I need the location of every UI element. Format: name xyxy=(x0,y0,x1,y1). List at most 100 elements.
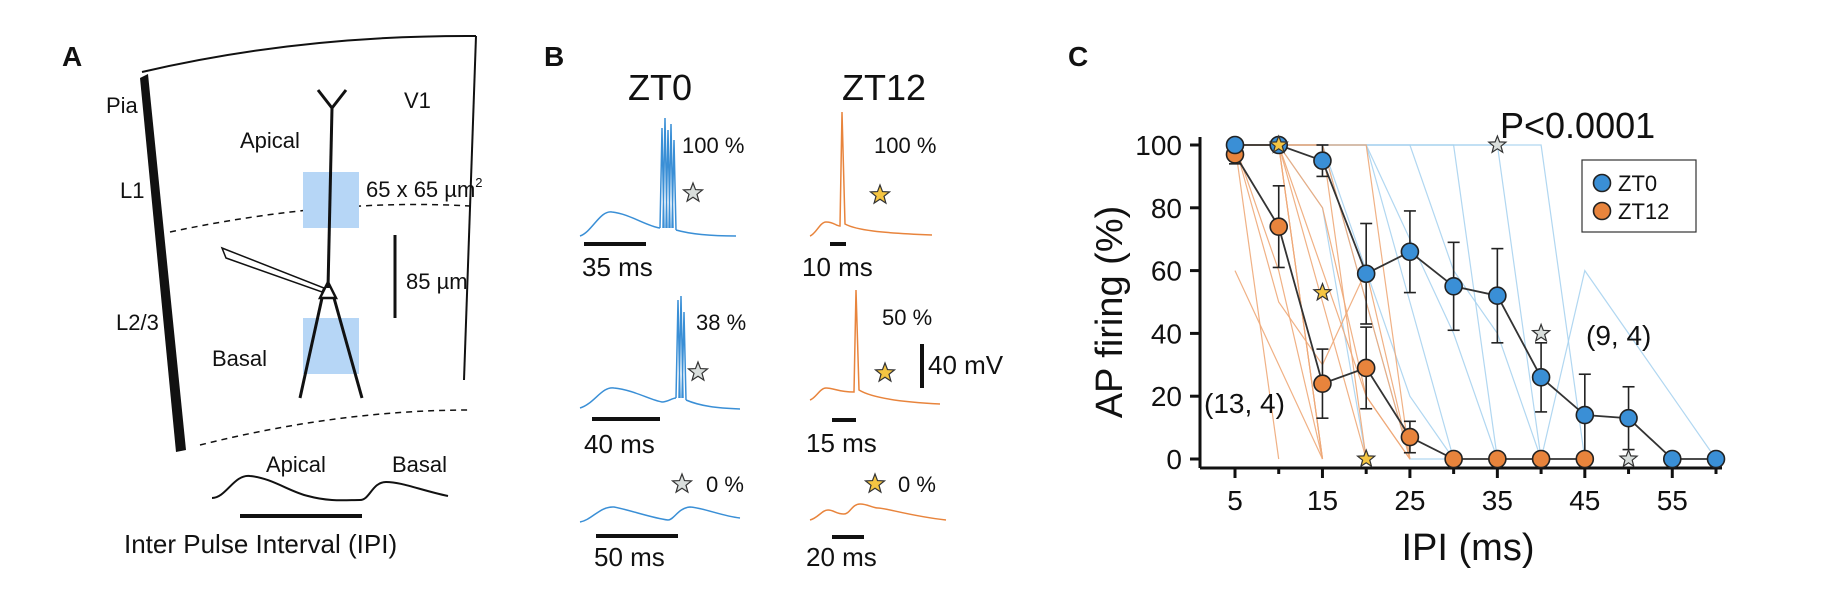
x-tick-label: 55 xyxy=(1657,485,1688,516)
significance-star xyxy=(1487,134,1508,154)
zt0-pct-2: 38 % xyxy=(696,310,746,335)
basal-label: Basal xyxy=(212,346,267,371)
panel-b-stars xyxy=(670,181,897,494)
significance-star xyxy=(1530,322,1552,343)
ipi-schematic-trace xyxy=(211,474,449,502)
x-axis-title: IPI (ms) xyxy=(1402,527,1535,569)
data-point-ZT0 xyxy=(1662,449,1682,469)
zt12-cell-trace xyxy=(1234,144,1324,460)
y-axis-title: AP firing (%) xyxy=(1089,206,1131,419)
pia-surface-bar xyxy=(140,74,186,452)
p-value: P<0.0001 xyxy=(1500,105,1655,146)
zt12-cell-trace xyxy=(1234,270,1324,460)
zt0-scale-2: 40 ms xyxy=(584,429,655,459)
data-point-ZT0 xyxy=(1400,242,1420,262)
pyramidal-neuron xyxy=(298,89,364,399)
region-v1: V1 xyxy=(404,88,431,113)
data-point-ZT0 xyxy=(1356,264,1376,284)
significance-star xyxy=(1618,448,1639,468)
l23-lower-boundary xyxy=(199,409,471,446)
zt0-pct-1: 100 % xyxy=(682,133,744,158)
data-point-ZT12 xyxy=(1531,449,1551,469)
y-tick-label: 20 xyxy=(1151,381,1182,412)
n-label-zt12: (13, 4) xyxy=(1204,388,1285,419)
zt12-pct-2: 50 % xyxy=(882,305,932,330)
stim-area-label: 65 x 65 µm2 xyxy=(366,175,483,202)
scale-bar-85um-label: 85 µm xyxy=(406,269,468,294)
zt12-scale-3: 20 ms xyxy=(806,542,877,572)
layer-pia: Pia xyxy=(106,93,139,118)
zt0-title: ZT0 xyxy=(628,67,692,108)
zt0-pct-3: 0 % xyxy=(706,472,744,497)
pia-boundary xyxy=(141,34,477,73)
legend-marker-ZT12 xyxy=(1592,201,1612,221)
x-tick-label: 45 xyxy=(1569,485,1600,516)
layer-l1: L1 xyxy=(120,178,144,203)
zt12-pct-1: 100 % xyxy=(874,133,936,158)
trace-basal-label: Basal xyxy=(392,452,447,477)
apical-label: Apical xyxy=(240,128,300,153)
x-tick-label: 35 xyxy=(1482,485,1513,516)
data-point-ZT12 xyxy=(1400,427,1420,447)
zt0-scale-1: 35 ms xyxy=(582,252,653,282)
panel-c-label: C xyxy=(1068,41,1088,72)
data-point-ZT0 xyxy=(1225,135,1245,155)
data-point-ZT0 xyxy=(1619,408,1638,428)
zt12-scale-1: 10 ms xyxy=(802,252,873,282)
zt0-traces xyxy=(579,117,741,523)
trace-apical-label: Apical xyxy=(266,452,326,477)
trace-star-2 xyxy=(686,360,710,382)
y-tick-label: 60 xyxy=(1151,256,1182,287)
zt12-title: ZT12 xyxy=(842,67,926,108)
significance-star xyxy=(1312,281,1333,302)
significance-star xyxy=(1355,448,1377,468)
layer-l23: L2/3 xyxy=(116,310,159,335)
legend-label-ZT12: ZT12 xyxy=(1618,199,1669,224)
n-label-zt0: (9, 4) xyxy=(1586,320,1651,351)
data-point-ZT12 xyxy=(1575,449,1595,469)
panel-b: B ZT0 ZT12 100 % 38 % 0 % 35 ms 40 ms 50… xyxy=(544,41,1004,572)
data-point-ZT0 xyxy=(1313,151,1332,170)
data-point-ZT0 xyxy=(1531,368,1551,387)
trace-star-6 xyxy=(863,472,887,494)
y-tick-label: 100 xyxy=(1135,130,1182,161)
zt12-scale-2: 15 ms xyxy=(806,428,877,458)
data-point-ZT12 xyxy=(1269,217,1289,236)
panel-a-label: A xyxy=(62,41,82,72)
voltage-scale-label: 40 mV xyxy=(928,350,1004,380)
trace-star-1 xyxy=(681,181,705,203)
data-point-ZT0 xyxy=(1488,286,1507,306)
panel-c: C 0 20 40 60 80 100 5 15 25 35 45 55 AP firing (%) IP… xyxy=(1068,41,1726,569)
trace-star-3 xyxy=(670,472,694,494)
y-tick-label: 0 xyxy=(1166,444,1182,475)
data-point-ZT0 xyxy=(1575,405,1595,425)
data-point-ZT0 xyxy=(1706,449,1726,469)
slab-edge xyxy=(463,35,477,381)
data-point-ZT12 xyxy=(1488,449,1507,469)
zt12-traces xyxy=(809,111,947,521)
ipi-caption: Inter Pulse Interval (IPI) xyxy=(124,529,397,559)
zt12-cell-trace xyxy=(1234,144,1280,460)
x-tick-label: 25 xyxy=(1394,485,1425,516)
x-tick-label: 15 xyxy=(1307,485,1338,516)
data-point-ZT12 xyxy=(1313,374,1332,393)
zt0-scale-3: 50 ms xyxy=(594,542,665,572)
trace-star-5 xyxy=(873,361,897,383)
panel-a: A Pia L1 L2/3 V1 Apical Basal 65 x 65 µm… xyxy=(62,34,483,559)
x-tick-label: 5 xyxy=(1227,485,1243,516)
zt0-labels: 100 % 38 % 0 % xyxy=(682,133,746,497)
data-point-ZT12 xyxy=(1356,358,1376,378)
significance-star xyxy=(1268,134,1289,154)
y-tick-label: 40 xyxy=(1151,318,1182,349)
data-point-ZT0 xyxy=(1444,276,1463,296)
panel-b-label: B xyxy=(544,41,564,72)
recording-pipette xyxy=(220,246,326,293)
ap-firing-chart: 0 20 40 60 80 100 5 15 25 35 45 55 AP firing (%) IPI … xyxy=(1089,105,1726,569)
legend-label-ZT0: ZT0 xyxy=(1618,171,1657,196)
legend-marker-ZT0 xyxy=(1592,173,1612,193)
trace-star-4 xyxy=(868,183,892,205)
data-point-ZT12 xyxy=(1444,449,1463,469)
zt12-pct-3: 0 % xyxy=(898,472,936,497)
y-tick-label: 80 xyxy=(1151,193,1182,224)
